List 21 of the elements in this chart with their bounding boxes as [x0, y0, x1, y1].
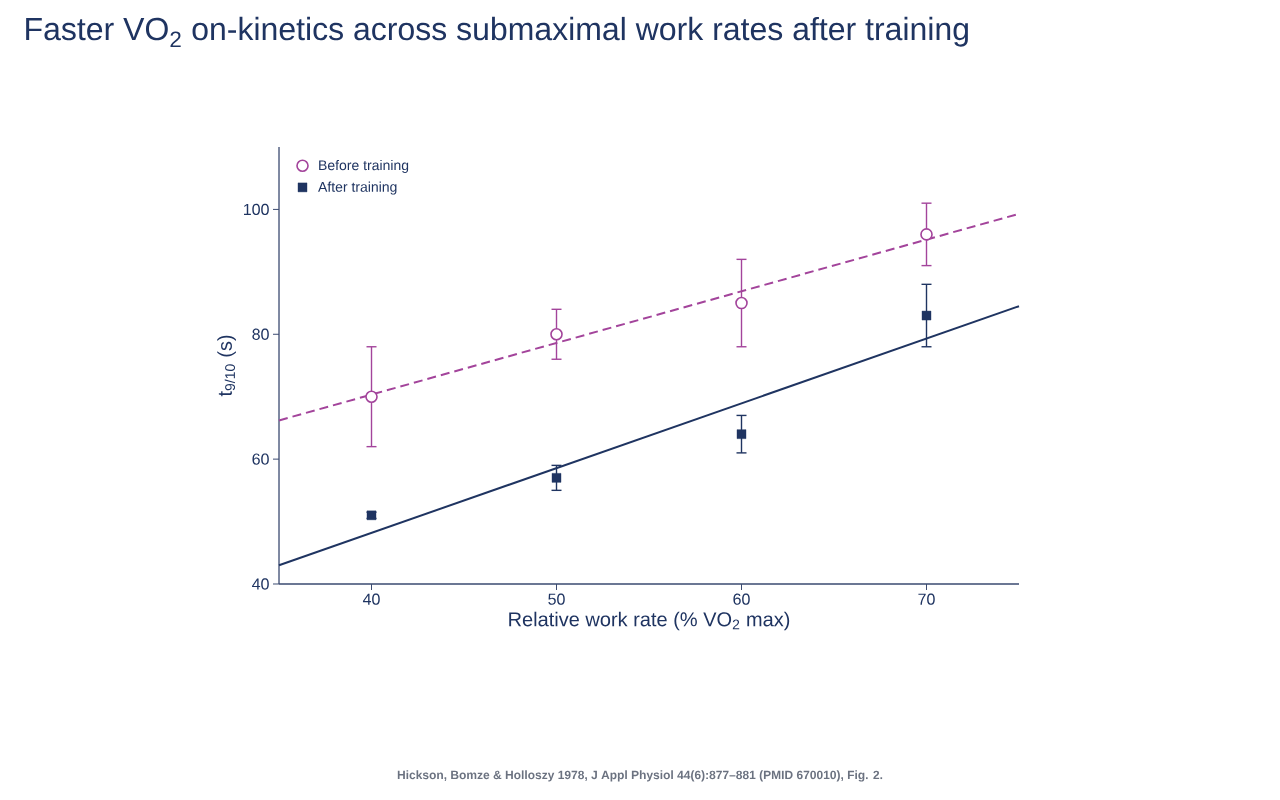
point — [550, 327, 563, 341]
chart-title: Faster VO$_{2}$ on-kinetics across submaximal work rates after training — [26, 16, 968, 48]
x-axis-title: Relative work rate (% VO$_{2}$ max) — [509, 611, 790, 631]
y-tick-label: 60 — [252, 453, 269, 465]
point — [365, 390, 378, 403]
point — [920, 228, 933, 241]
y-tick-label: 100 — [244, 203, 269, 216]
x-tick-label: 70 — [918, 593, 935, 605]
x-tick-label: 60 — [733, 593, 750, 605]
y-tick-label: 80 — [252, 328, 269, 340]
x-tick-label: 40 — [362, 593, 380, 605]
point — [921, 310, 932, 321]
legend-label: After training — [318, 181, 397, 195]
point — [735, 296, 748, 310]
y-axis-title: t$_{9/10}$ (s) — [217, 335, 236, 397]
x-tick-label: 50 — [548, 593, 565, 605]
y-tick-label: 40 — [252, 578, 269, 590]
point — [736, 429, 747, 439]
text: Hickson, Bomze & Holloszy 1978, J Appl Physiol 44(6):877–881 (PMID 670010), Fig. 2. — [397, 770, 883, 782]
legend-label: Before training — [319, 159, 409, 173]
point — [551, 473, 562, 483]
